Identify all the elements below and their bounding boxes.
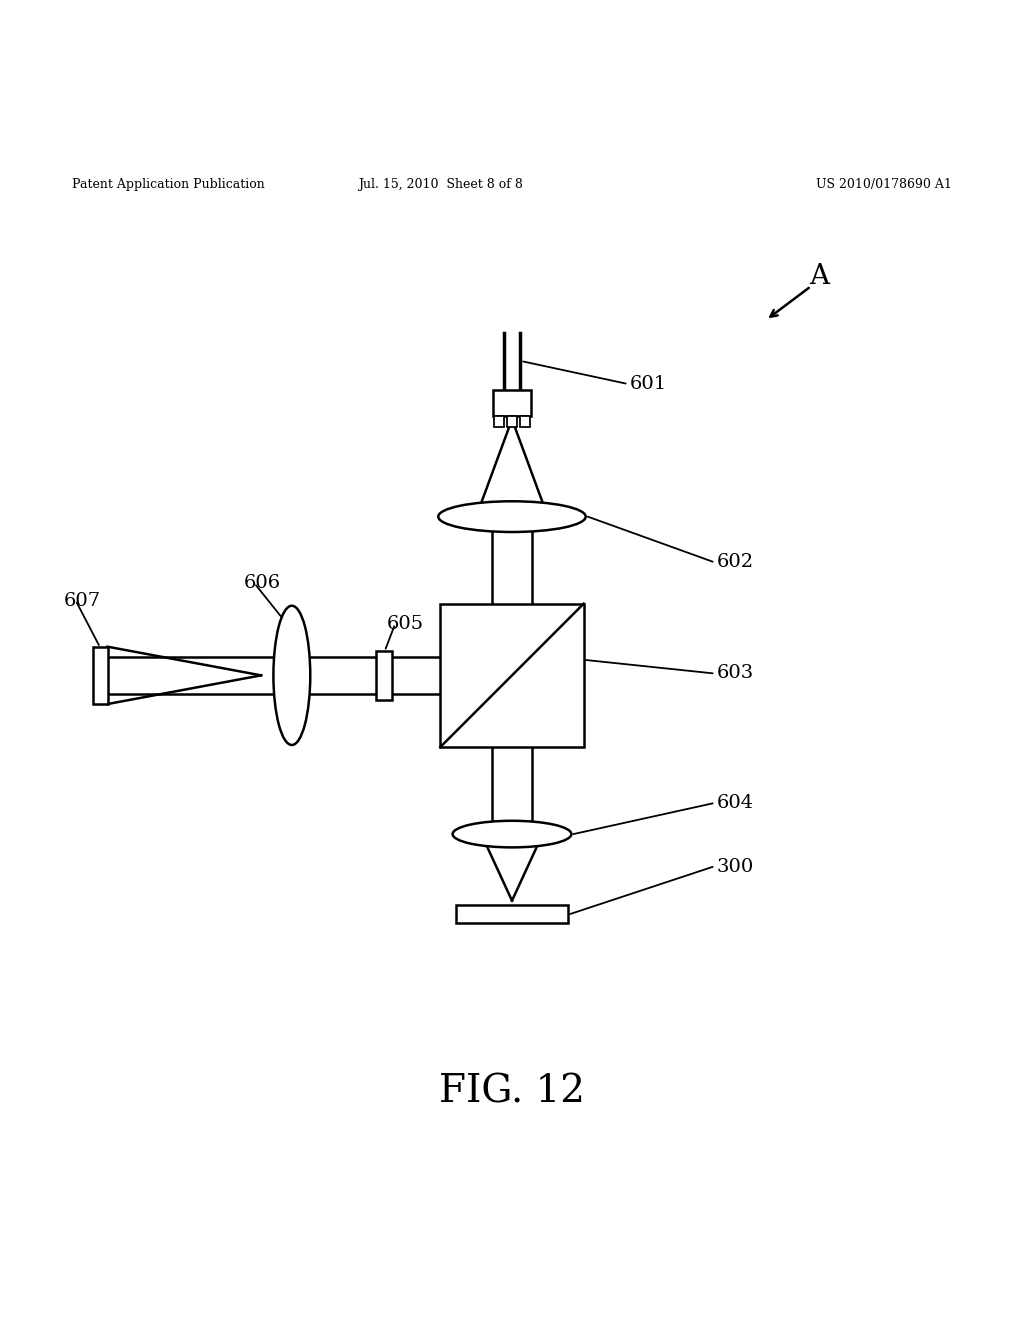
Ellipse shape bbox=[273, 606, 310, 744]
Bar bbox=[376, 651, 392, 700]
Bar bbox=[440, 603, 584, 747]
Text: 606: 606 bbox=[244, 574, 281, 593]
Text: 605: 605 bbox=[387, 615, 424, 634]
Bar bbox=[456, 904, 568, 923]
Text: Patent Application Publication: Patent Application Publication bbox=[72, 178, 264, 191]
Text: FIG. 12: FIG. 12 bbox=[439, 1073, 585, 1110]
Bar bbox=[493, 389, 531, 416]
Bar bbox=[494, 416, 504, 426]
Text: 603: 603 bbox=[717, 664, 754, 682]
Text: 602: 602 bbox=[717, 553, 754, 570]
Bar bbox=[507, 416, 517, 426]
Ellipse shape bbox=[438, 502, 586, 532]
Text: 604: 604 bbox=[717, 795, 754, 812]
Text: 601: 601 bbox=[630, 375, 667, 392]
Text: 300: 300 bbox=[717, 858, 754, 876]
Text: 607: 607 bbox=[63, 591, 100, 610]
Bar bbox=[520, 416, 530, 426]
Text: A: A bbox=[809, 263, 829, 289]
Ellipse shape bbox=[453, 821, 571, 847]
Text: US 2010/0178690 A1: US 2010/0178690 A1 bbox=[816, 178, 952, 191]
Text: Jul. 15, 2010  Sheet 8 of 8: Jul. 15, 2010 Sheet 8 of 8 bbox=[357, 178, 523, 191]
Bar bbox=[93, 647, 108, 704]
